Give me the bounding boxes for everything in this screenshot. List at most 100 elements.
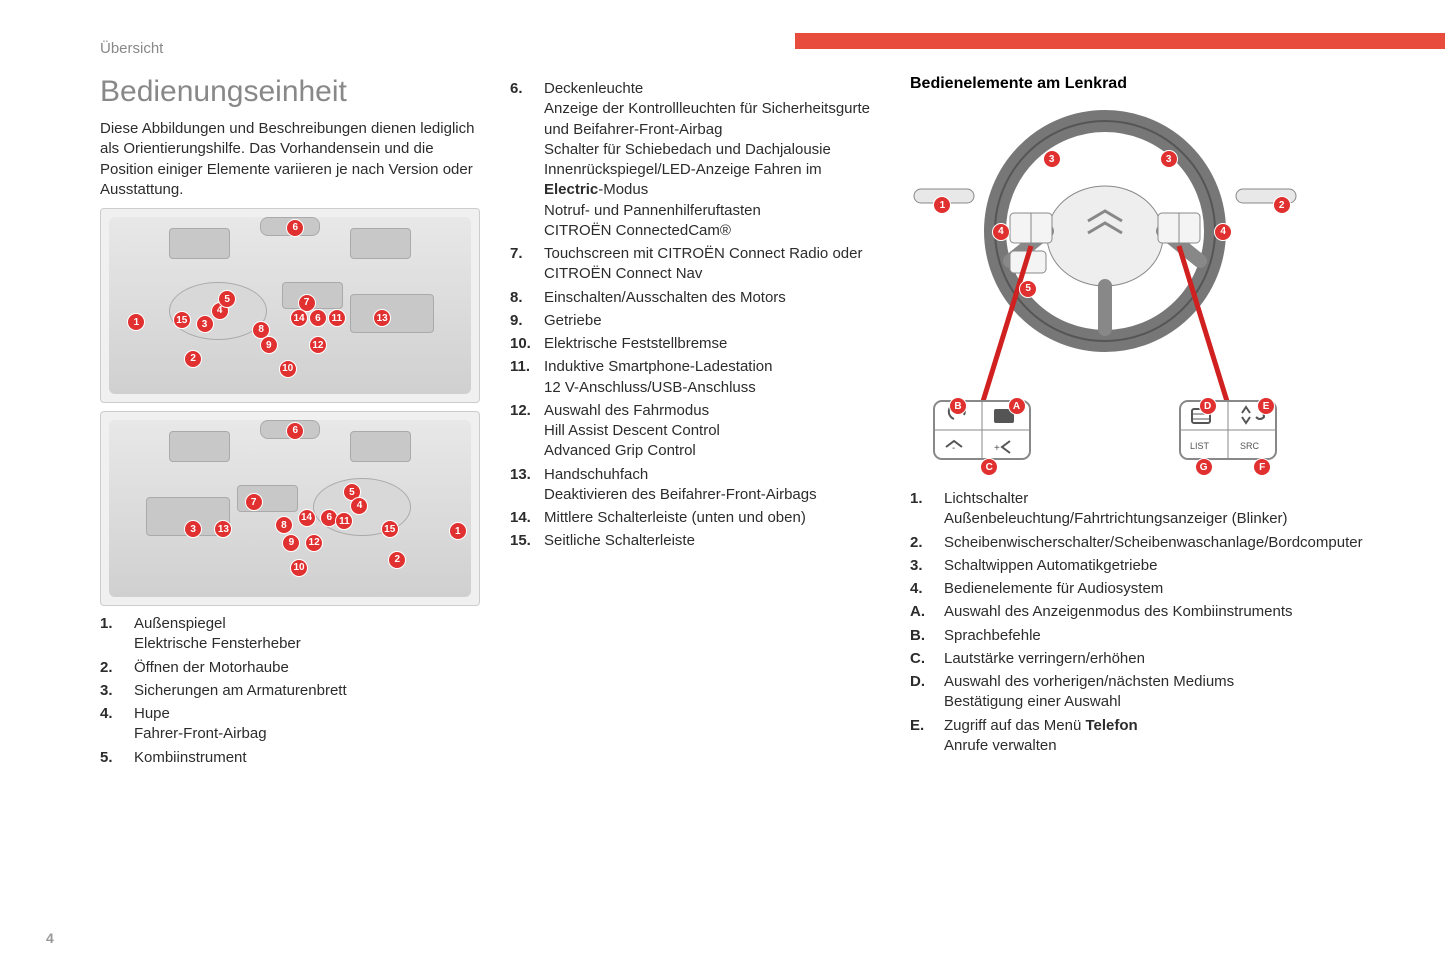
legend-number: 2. xyxy=(910,533,944,553)
legend-number: 5. xyxy=(100,748,134,768)
legend-text: Kombiinstrument xyxy=(134,748,247,768)
diagram-marker: 12 xyxy=(305,534,323,552)
glovebox xyxy=(350,294,433,333)
legend-item: 1.AußenspiegelElektrische Fensterheber xyxy=(100,614,480,655)
steering-subheading: Bedienelemente am Lenkrad xyxy=(910,75,1300,93)
legend-item: 7.Touchscreen mit CITROËN Connect Radio … xyxy=(510,244,880,285)
legend-number: 15. xyxy=(510,531,544,551)
legend-number: 4. xyxy=(910,579,944,599)
diagram-marker: 7 xyxy=(245,493,263,511)
legend-text: HupeFahrer-Front-Airbag xyxy=(134,704,267,745)
steering-svg: - + LIST SRC xyxy=(910,101,1300,481)
legend-number: E. xyxy=(910,716,944,757)
legend-text: DeckenleuchteAnzeige der Kontrollleuchte… xyxy=(544,79,880,241)
legend-text: Bedienelemente für Audiosystem xyxy=(944,579,1163,599)
legend-item: C.Lautstärke verringern/erhöhen xyxy=(910,649,1300,669)
diagram-marker: A xyxy=(1008,397,1026,415)
legend-number: 6. xyxy=(510,79,544,241)
legend-number: 13. xyxy=(510,465,544,506)
dashboard-diagram-rhd: 6754123138146119121510 xyxy=(100,411,480,606)
diagram-marker: 6 xyxy=(286,422,304,440)
src-btn-label: SRC xyxy=(1240,441,1260,451)
diagram-marker: 1 xyxy=(449,522,467,540)
legend-item: 5.Kombiinstrument xyxy=(100,748,480,768)
page-title: Bedienungseinheit xyxy=(100,75,480,109)
diagram-marker: 6 xyxy=(286,219,304,237)
legend-item: 1.Lichtschalter Außenbeleuchtung/Fahrtri… xyxy=(910,489,1300,530)
legend-number: 10. xyxy=(510,334,544,354)
legend-text: Mittlere Schalterleiste (unten und oben) xyxy=(544,508,806,528)
legend-item: 8.Einschalten/Ausschalten des Motors xyxy=(510,288,880,308)
diagram-marker: 2 xyxy=(184,350,202,368)
legend-text: Induktive Smartphone-Ladestation12 V-Ans… xyxy=(544,357,772,398)
legend-number: 1. xyxy=(100,614,134,655)
column-3: Bedienelemente am Lenkrad xyxy=(910,75,1300,771)
legend-number: 3. xyxy=(910,556,944,576)
diagram-marker: 8 xyxy=(275,516,293,534)
diagram-marker: 10 xyxy=(290,559,308,577)
legend-item: A.Auswahl des Anzeigenmodus des Kombiins… xyxy=(910,602,1300,622)
legend-number: 11. xyxy=(510,357,544,398)
legend-number: 9. xyxy=(510,311,544,331)
sunvisor-right xyxy=(350,431,410,462)
page-number: 4 xyxy=(46,930,54,946)
svg-text:-: - xyxy=(952,443,955,454)
legend-item: E.Zugriff auf das Menü TelefonAnrufe ver… xyxy=(910,716,1300,757)
legend-number: 4. xyxy=(100,704,134,745)
legend-text: Lichtschalter Außenbeleuchtung/Fahrtrich… xyxy=(944,489,1300,530)
dashboard-diagram-lhd: 6457121538146119121310 xyxy=(100,208,480,403)
list-btn-label: LIST xyxy=(1190,441,1210,451)
content-columns: Bedienungseinheit Diese Abbildungen und … xyxy=(100,75,1345,771)
legend-number: D. xyxy=(910,672,944,713)
steering-legend-list: 1.Lichtschalter Außenbeleuchtung/Fahrtri… xyxy=(910,489,1300,756)
legend-text: Auswahl des Anzeigenmodus des Kombiinstr… xyxy=(944,602,1293,622)
legend-number: 7. xyxy=(510,244,544,285)
legend-text: Sicherungen am Armaturenbrett xyxy=(134,681,347,701)
legend-item: 4.Bedienelemente für Audiosystem xyxy=(910,579,1300,599)
legend-text: Schaltwippen Automatikgetriebe xyxy=(944,556,1157,576)
legend-text: Scheibenwischerschalter/Scheibenwaschanl… xyxy=(944,533,1363,553)
diagram-marker: 5 xyxy=(1019,280,1037,298)
legend-text: Sprachbefehle xyxy=(944,626,1041,646)
legend-item: D.Auswahl des vorherigen/nächsten Medium… xyxy=(910,672,1300,713)
legend-text: Öffnen der Motorhaube xyxy=(134,658,289,678)
manual-page: Übersicht Bedienungseinheit Diese Abbild… xyxy=(0,0,1445,964)
legend-number: 12. xyxy=(510,401,544,462)
legend-text: Getriebe xyxy=(544,311,602,331)
legend-text: Auswahl des FahrmodusHill Assist Descent… xyxy=(544,401,720,462)
legend-item: 4.HupeFahrer-Front-Airbag xyxy=(100,704,480,745)
legend-item: B.Sprachbefehle xyxy=(910,626,1300,646)
diagram-marker: G xyxy=(1195,458,1213,476)
legend-text: Lautstärke verringern/erhöhen xyxy=(944,649,1145,669)
legend-number: A. xyxy=(910,602,944,622)
legend-item: 12.Auswahl des FahrmodusHill Assist Desc… xyxy=(510,401,880,462)
legend-item: 10.Elektrische Feststellbremse xyxy=(510,334,880,354)
diagram-marker: 2 xyxy=(1273,196,1291,214)
legend-text: Einschalten/Ausschalten des Motors xyxy=(544,288,786,308)
legend-item: 6.DeckenleuchteAnzeige der Kontrollleuch… xyxy=(510,79,880,241)
legend-item: 14.Mittlere Schalterleiste (unten und ob… xyxy=(510,508,880,528)
diagram-marker: 15 xyxy=(381,520,399,538)
legend-item: 2.Öffnen der Motorhaube xyxy=(100,658,480,678)
sunvisor-left xyxy=(169,228,229,259)
diagram-marker: 3 xyxy=(1043,150,1061,168)
legend-item: 3.Sicherungen am Armaturenbrett xyxy=(100,681,480,701)
section-label: Übersicht xyxy=(100,40,163,57)
legend-item: 9.Getriebe xyxy=(510,311,880,331)
intro-paragraph: Diese Abbildungen und Beschreibungen die… xyxy=(100,119,480,200)
legend-item: 3.Schaltwippen Automatikgetriebe xyxy=(910,556,1300,576)
diagram-marker: 4 xyxy=(992,223,1010,241)
legend-item: 11.Induktive Smartphone-Ladestation12 V-… xyxy=(510,357,880,398)
column-1: Bedienungseinheit Diese Abbildungen und … xyxy=(100,75,480,771)
legend-number: B. xyxy=(910,626,944,646)
diagram-marker: 15 xyxy=(173,311,191,329)
legend-text: Auswahl des vorherigen/nächsten MediumsB… xyxy=(944,672,1234,713)
sunvisor-left xyxy=(169,431,229,462)
legend-number: 8. xyxy=(510,288,544,308)
legend-text: HandschuhfachDeaktivieren des Beifahrer-… xyxy=(544,465,817,506)
dashboard-legend-list-a: 1.AußenspiegelElektrische Fensterheber 2.… xyxy=(100,614,480,768)
diagram-marker: 3 xyxy=(196,315,214,333)
svg-text:+: + xyxy=(994,443,1000,454)
legend-number: 2. xyxy=(100,658,134,678)
legend-text: Touchscreen mit CITROËN Connect Radio od… xyxy=(544,244,880,285)
